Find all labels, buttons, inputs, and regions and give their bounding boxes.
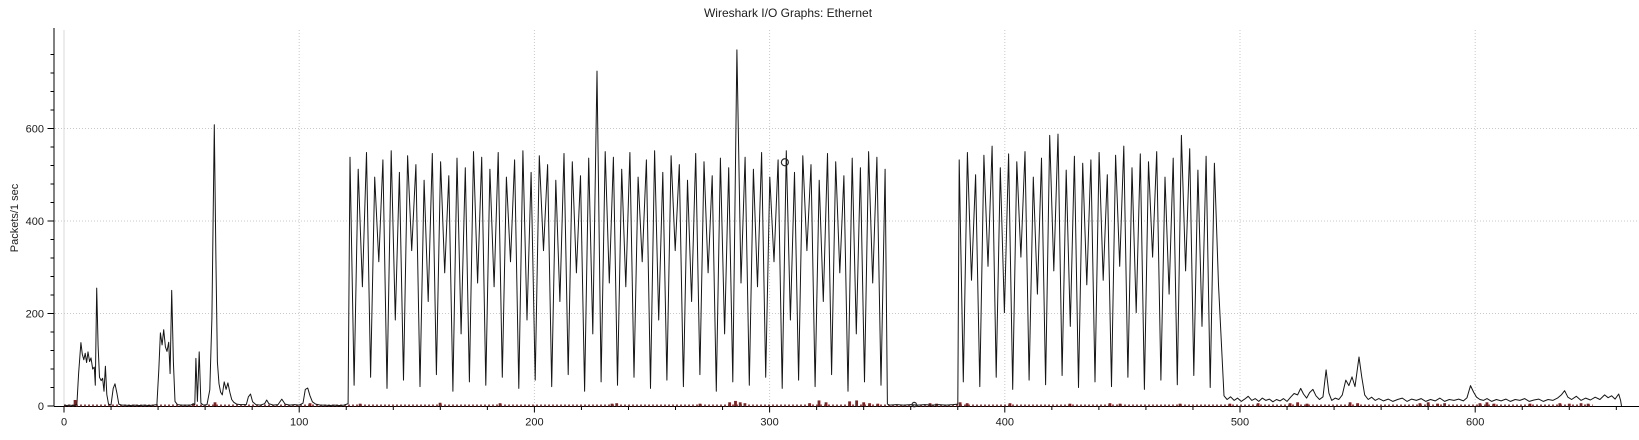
- series-dot-bar: [965, 403, 969, 406]
- series-dot-bar: [817, 400, 821, 406]
- series-dot-bar: [824, 402, 828, 406]
- series-dot-bar: [734, 400, 737, 406]
- series-dot-bar: [1426, 402, 1430, 406]
- series-dot-bar: [808, 403, 811, 406]
- series-dot-bar: [876, 403, 880, 406]
- series-dot-bar: [1478, 403, 1482, 406]
- series-dot-bar: [958, 402, 962, 406]
- series-dot-bar: [743, 403, 747, 406]
- x-tick-label: 600: [1466, 417, 1484, 429]
- x-tick-label: 0: [61, 417, 67, 429]
- series-dot-bar: [862, 402, 866, 406]
- x-tick-label: 500: [1231, 417, 1249, 429]
- series-dot-bar: [1305, 403, 1309, 406]
- x-tick-label: 100: [290, 417, 308, 429]
- series-dot-bar: [1256, 403, 1260, 406]
- y-tick-label: 400: [26, 216, 44, 228]
- series-dot-bar: [73, 399, 77, 406]
- series-dot-bar: [1296, 402, 1300, 406]
- series-dot-bar: [191, 403, 195, 406]
- series-dot-bar: [1178, 403, 1182, 406]
- series-dot-bar: [848, 401, 851, 406]
- series-dot-bar: [1348, 402, 1352, 406]
- axes: [53, 28, 1639, 407]
- series-dot-bar: [1228, 403, 1232, 406]
- series-dot-bar: [610, 403, 614, 406]
- series-dot-bar: [1418, 403, 1422, 406]
- y-tick-label: 200: [26, 309, 44, 321]
- series-dot-bar: [1443, 403, 1447, 406]
- series-dot-bar: [1528, 403, 1532, 406]
- series-dot-bar: [1436, 403, 1439, 406]
- tracer-point[interactable]: [911, 401, 918, 408]
- series-line-packets: [63, 49, 1622, 407]
- y-tick-label: 600: [26, 124, 44, 136]
- series-dot-bar: [1008, 403, 1012, 406]
- series-dot-bar: [1108, 403, 1112, 406]
- tracer-point[interactable]: [780, 158, 789, 167]
- series-dot-bar: [498, 403, 502, 406]
- series-dot-bar: [1579, 403, 1583, 406]
- series-dot-bar: [438, 402, 442, 406]
- series-dot-bar: [1485, 402, 1489, 406]
- series-dot-bar: [1068, 403, 1072, 406]
- y-tick-label: 0: [38, 401, 44, 413]
- x-tick-label: 400: [996, 417, 1014, 429]
- series-dot-bar: [615, 403, 619, 406]
- series-dot-bar: [1356, 403, 1359, 406]
- series-dot-bar: [1288, 403, 1292, 406]
- series-dot-bar: [1118, 403, 1122, 406]
- chart-title: Wireshark I/O Graphs: Ethernet: [703, 6, 873, 20]
- series-dot-bar: [698, 403, 702, 406]
- series-dot-bar: [308, 403, 312, 406]
- series-dot-bar: [1567, 403, 1571, 406]
- series-dot-bar: [358, 403, 362, 406]
- series-dot-bar: [868, 403, 871, 406]
- series-dot-bar: [1558, 403, 1562, 406]
- x-tick-label: 200: [525, 417, 543, 429]
- series-dot-bar: [728, 402, 732, 406]
- x-tick-label: 300: [760, 417, 778, 429]
- series-dot-bar: [738, 402, 742, 406]
- series-dot-bar: [855, 400, 859, 406]
- series-dot-bar: [1586, 403, 1590, 406]
- series-dot-bar: [213, 402, 217, 406]
- series-dot-bar: [1492, 403, 1496, 406]
